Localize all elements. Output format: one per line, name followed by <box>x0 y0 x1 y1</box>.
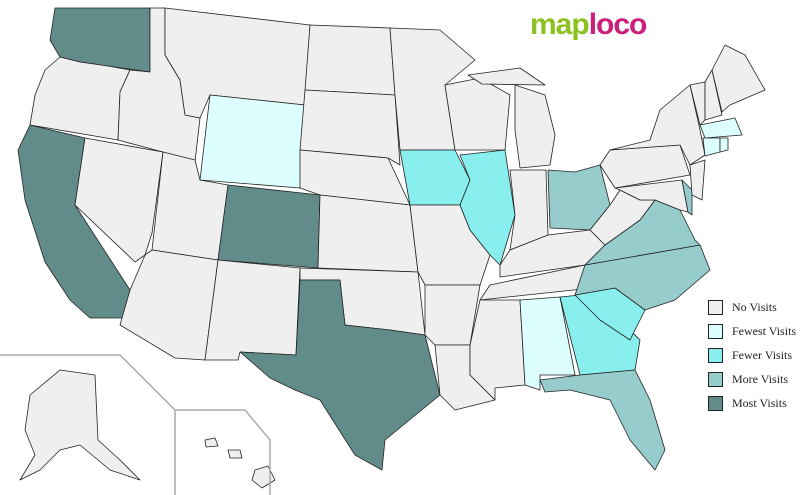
state-ny[interactable] <box>609 84 706 166</box>
state-hi[interactable] <box>227 449 243 459</box>
state-nj[interactable] <box>689 159 706 201</box>
state-ks[interactable] <box>317 194 419 273</box>
state-pa[interactable] <box>599 144 691 189</box>
state-ak[interactable] <box>19 369 141 481</box>
state-fl[interactable] <box>539 369 666 471</box>
legend-item-most: Most Visits <box>708 391 796 415</box>
state-co[interactable] <box>217 184 321 269</box>
state-nh[interactable] <box>704 69 723 121</box>
state-ri[interactable] <box>719 137 729 153</box>
state-wi[interactable] <box>444 77 511 151</box>
hawaii-inset-border <box>175 409 271 495</box>
state-de[interactable] <box>681 179 693 216</box>
state-ma[interactable] <box>699 117 743 139</box>
alaska-inset-border <box>0 354 176 495</box>
state-wy[interactable] <box>199 94 306 189</box>
legend-item-none: No Visits <box>708 295 796 319</box>
legend-item-fewest: Fewest Visits <box>708 319 796 343</box>
swatch <box>708 371 723 387</box>
state-sd[interactable] <box>299 89 401 166</box>
swatch <box>708 323 723 339</box>
state-ia[interactable] <box>399 149 471 206</box>
state-hi[interactable] <box>204 437 219 448</box>
state-hi[interactable] <box>251 465 276 489</box>
state-tx[interactable] <box>239 279 441 471</box>
state-il[interactable] <box>459 149 516 266</box>
maploco-logo: maploco <box>530 8 647 41</box>
state-ct[interactable] <box>702 137 721 157</box>
swatch <box>708 299 723 315</box>
swatch <box>708 395 723 411</box>
state-mi[interactable] <box>467 67 546 86</box>
state-az[interactable] <box>119 249 219 361</box>
state-nm[interactable] <box>204 259 301 361</box>
legend-item-more: More Visits <box>708 367 796 391</box>
legend-item-fewer: Fewer Visits <box>708 343 796 367</box>
state-mi[interactable] <box>514 84 556 169</box>
state-me[interactable] <box>711 44 766 113</box>
state-nd[interactable] <box>304 24 396 96</box>
state-or[interactable] <box>29 56 131 141</box>
legend: No Visits Fewest Visits Fewer Visits Mor… <box>708 295 796 415</box>
swatch <box>708 347 723 363</box>
